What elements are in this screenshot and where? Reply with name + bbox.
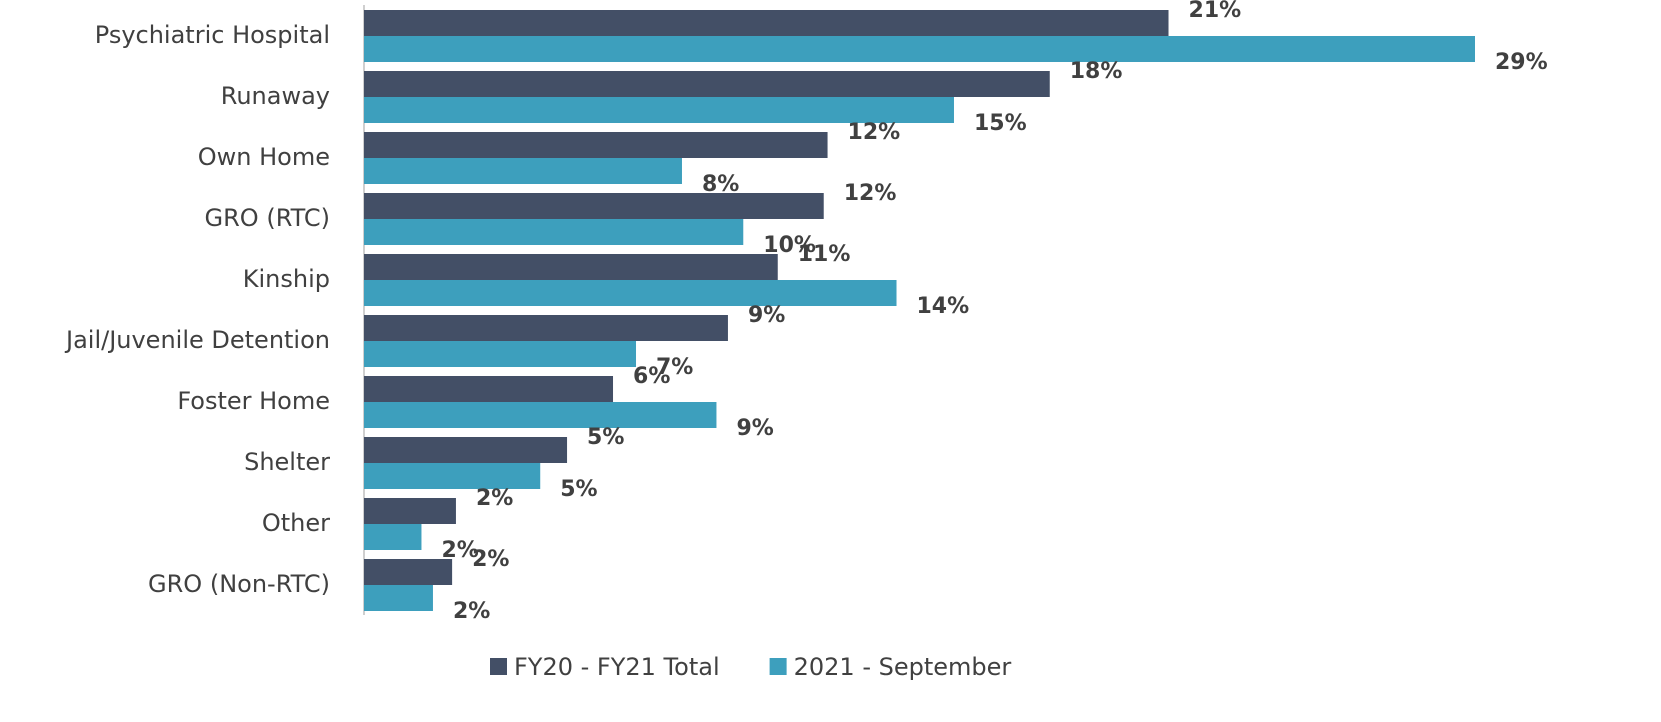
category-label: Own Home <box>198 143 330 171</box>
bar <box>364 437 568 463</box>
data-label: 2% <box>453 599 490 624</box>
data-label: 6% <box>633 364 670 389</box>
category-label: Kinship <box>243 265 330 293</box>
legend-label: FY20 - FY21 Total <box>514 653 720 681</box>
category-label: Other <box>262 509 330 537</box>
bar <box>364 402 717 428</box>
legend-label: 2021 - September <box>794 653 1012 681</box>
bar <box>364 315 728 341</box>
category-label: Foster Home <box>177 387 330 415</box>
data-label: 8% <box>702 172 739 197</box>
bar <box>364 376 614 402</box>
category-label: GRO (Non-RTC) <box>148 570 330 598</box>
bar <box>364 559 453 585</box>
bar <box>364 193 824 219</box>
bar <box>364 498 456 524</box>
bar <box>364 219 744 245</box>
bar <box>364 585 433 611</box>
data-label: 2% <box>472 547 509 572</box>
bar <box>364 254 778 280</box>
data-label: 18% <box>1070 59 1123 84</box>
category-label: Jail/Juvenile Detention <box>64 326 330 354</box>
data-label: 5% <box>587 425 624 450</box>
bar <box>364 71 1050 97</box>
data-label: 9% <box>748 303 785 328</box>
bar <box>364 463 541 489</box>
legend-swatch <box>490 658 507 675</box>
bar <box>364 97 954 123</box>
bar <box>364 524 422 550</box>
bar <box>364 280 897 306</box>
category-label: Runaway <box>221 82 330 110</box>
data-label: 21% <box>1189 0 1242 23</box>
bar <box>364 158 682 184</box>
category-label: GRO (RTC) <box>205 204 330 232</box>
bar <box>364 132 828 158</box>
data-label: 11% <box>798 242 851 267</box>
data-label: 10% <box>763 233 816 258</box>
data-label: 9% <box>736 416 773 441</box>
category-label: Psychiatric Hospital <box>95 21 330 49</box>
data-label: 15% <box>974 111 1027 136</box>
bar <box>364 341 637 367</box>
data-label: 29% <box>1495 50 1548 75</box>
bar <box>364 10 1169 36</box>
data-label: 12% <box>848 120 901 145</box>
data-label: 2% <box>441 538 478 563</box>
data-label: 7% <box>656 355 693 380</box>
data-label: 2% <box>476 486 513 511</box>
bar <box>364 36 1475 62</box>
legend-swatch <box>769 658 787 675</box>
data-label: 5% <box>560 477 597 502</box>
category-label: Shelter <box>244 448 330 476</box>
data-label: 12% <box>844 181 897 206</box>
data-label: 14% <box>917 294 970 319</box>
